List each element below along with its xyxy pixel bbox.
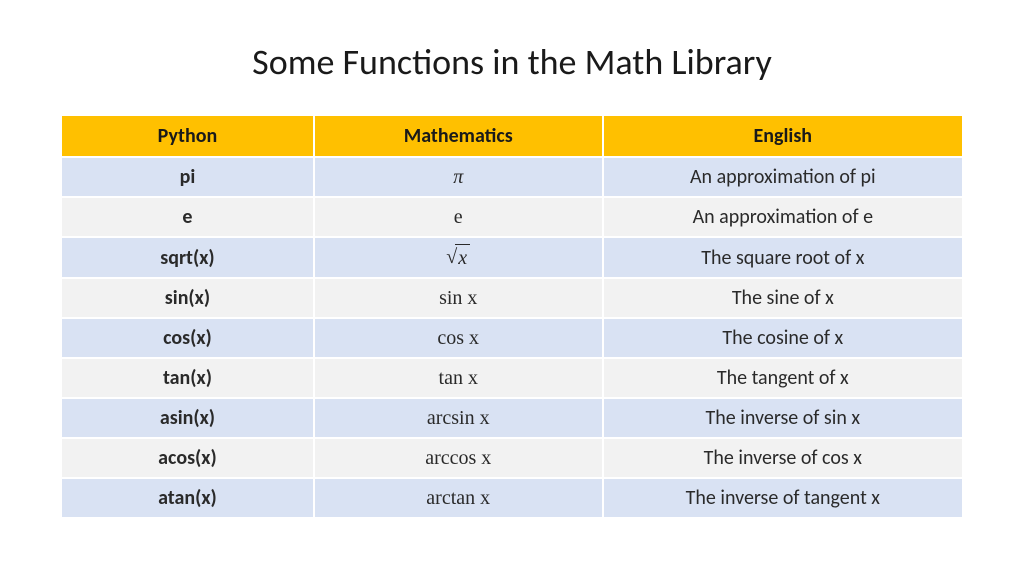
cell-math: √x: [315, 238, 602, 277]
cell-python: pi: [62, 158, 313, 196]
cell-english: An approximation of e: [604, 198, 962, 236]
functions-table: Python Mathematics English piπAn approxi…: [60, 114, 964, 519]
cell-math: arctan x: [315, 479, 602, 517]
table-row: tan(x)tan xThe tangent of x: [62, 359, 962, 397]
cell-python: e: [62, 198, 313, 236]
cell-english: The square root of x: [604, 238, 962, 277]
cell-python: atan(x): [62, 479, 313, 517]
table-body: piπAn approximation of pieeAn approximat…: [62, 158, 962, 517]
table-row: eeAn approximation of e: [62, 198, 962, 236]
table-row: asin(x)arcsin xThe inverse of sin x: [62, 399, 962, 437]
cell-math: e: [315, 198, 602, 236]
cell-english: The sine of x: [604, 279, 962, 317]
header-mathematics: Mathematics: [315, 116, 602, 156]
cell-math: cos x: [315, 319, 602, 357]
cell-python: cos(x): [62, 319, 313, 357]
table-row: cos(x)cos xThe cosine of x: [62, 319, 962, 357]
cell-python: sqrt(x): [62, 238, 313, 277]
cell-math: arccos x: [315, 439, 602, 477]
table-row: sin(x)sin xThe sine of x: [62, 279, 962, 317]
cell-english: The inverse of tangent x: [604, 479, 962, 517]
cell-math: tan x: [315, 359, 602, 397]
cell-math: π: [315, 158, 602, 196]
cell-math: sin x: [315, 279, 602, 317]
table-row: sqrt(x)√xThe square root of x: [62, 238, 962, 277]
header-english: English: [604, 116, 962, 156]
table-row: atan(x)arctan xThe inverse of tangent x: [62, 479, 962, 517]
table-row: piπAn approximation of pi: [62, 158, 962, 196]
table-row: acos(x)arccos xThe inverse of cos x: [62, 439, 962, 477]
table-header-row: Python Mathematics English: [62, 116, 962, 156]
cell-english: The cosine of x: [604, 319, 962, 357]
cell-python: tan(x): [62, 359, 313, 397]
header-python: Python: [62, 116, 313, 156]
cell-english: An approximation of pi: [604, 158, 962, 196]
cell-math: arcsin x: [315, 399, 602, 437]
cell-python: sin(x): [62, 279, 313, 317]
cell-english: The tangent of x: [604, 359, 962, 397]
cell-python: asin(x): [62, 399, 313, 437]
cell-english: The inverse of sin x: [604, 399, 962, 437]
cell-english: The inverse of cos x: [604, 439, 962, 477]
cell-python: acos(x): [62, 439, 313, 477]
page-title: Some Functions in the Math Library: [252, 40, 772, 84]
